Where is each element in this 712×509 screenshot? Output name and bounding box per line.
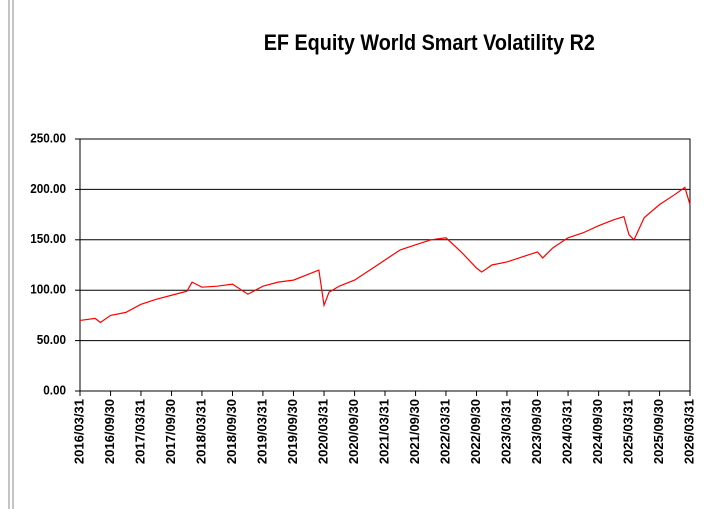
y-tick-label: 100.00 bbox=[30, 282, 66, 297]
x-tick-label: 2026/03/31 bbox=[681, 399, 696, 464]
x-tick-label: 2022/09/30 bbox=[468, 399, 483, 464]
x-tick-label: 2020/03/31 bbox=[315, 399, 330, 464]
x-tick-label: 2024/03/31 bbox=[560, 399, 575, 464]
x-tick-label: 2025/09/30 bbox=[651, 399, 666, 464]
x-tick-label: 2017/09/30 bbox=[163, 399, 178, 464]
x-tick-label: 2023/03/31 bbox=[498, 399, 513, 464]
x-tick-label: 2017/03/31 bbox=[132, 399, 147, 464]
x-tick-label: 2022/03/31 bbox=[437, 399, 452, 464]
x-tick-label: 2021/09/30 bbox=[407, 399, 422, 464]
x-tick-label: 2019/09/30 bbox=[285, 399, 300, 464]
x-tick-label: 2023/09/30 bbox=[529, 399, 544, 464]
x-tick-label: 2019/03/31 bbox=[254, 399, 269, 464]
chart-title: EF Equity World Smart Volatility R2 bbox=[264, 31, 595, 55]
y-tick-label: 250.00 bbox=[30, 131, 66, 146]
x-tick-label: 2016/03/31 bbox=[71, 399, 86, 464]
y-tick-label: 0.00 bbox=[43, 383, 66, 398]
x-tick-label: 2021/03/31 bbox=[376, 399, 391, 464]
x-tick-label: 2020/09/30 bbox=[346, 399, 361, 464]
y-tick-label: 200.00 bbox=[30, 181, 66, 196]
x-tick-label: 2024/09/30 bbox=[590, 399, 605, 464]
series-line bbox=[79, 186, 691, 324]
y-tick-label: 150.00 bbox=[30, 232, 66, 247]
y-tick-label: 50.00 bbox=[37, 332, 66, 347]
x-tick-label: 2025/03/31 bbox=[620, 399, 635, 464]
x-tick-label: 2016/09/30 bbox=[102, 399, 117, 464]
x-tick-label: 2018/09/30 bbox=[224, 399, 239, 464]
x-tick-label: 2018/03/31 bbox=[193, 399, 208, 464]
